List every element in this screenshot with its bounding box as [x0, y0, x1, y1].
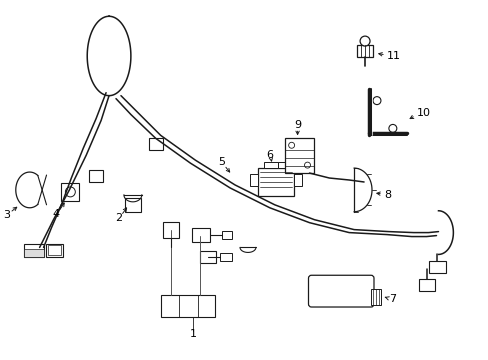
Circle shape — [359, 36, 369, 46]
Text: 3: 3 — [3, 210, 10, 220]
Text: 7: 7 — [388, 294, 395, 304]
Bar — [284, 138, 314, 173]
Bar — [47, 246, 61, 255]
Text: 2: 2 — [115, 213, 122, 223]
Circle shape — [288, 142, 294, 148]
Bar — [293, 174, 301, 186]
Bar — [220, 253, 232, 261]
Bar — [427, 261, 446, 273]
Bar — [61, 183, 79, 201]
Bar — [124, 198, 141, 212]
Bar — [148, 138, 163, 150]
Circle shape — [372, 96, 380, 105]
Bar — [45, 243, 63, 257]
Bar — [24, 249, 43, 257]
Circle shape — [304, 162, 310, 168]
Text: 9: 9 — [293, 121, 301, 130]
Bar — [200, 251, 216, 264]
Text: 5: 5 — [218, 157, 225, 167]
Bar — [163, 222, 178, 238]
Bar — [24, 243, 43, 257]
Text: 6: 6 — [266, 150, 273, 160]
Bar — [89, 170, 103, 182]
Bar — [418, 279, 434, 291]
Bar — [277, 162, 287, 168]
Bar — [222, 231, 232, 239]
Bar — [161, 295, 215, 317]
Bar — [192, 228, 210, 242]
Bar — [257, 168, 293, 196]
Text: 4: 4 — [53, 209, 60, 219]
Bar — [249, 174, 257, 186]
Circle shape — [65, 187, 75, 197]
Text: 1: 1 — [189, 329, 197, 339]
Text: 8: 8 — [383, 190, 390, 200]
Bar — [264, 162, 277, 168]
Bar — [356, 45, 372, 57]
FancyBboxPatch shape — [308, 275, 373, 307]
Bar — [370, 289, 380, 305]
Circle shape — [388, 125, 396, 132]
Text: 10: 10 — [416, 108, 430, 117]
Text: 11: 11 — [386, 51, 400, 61]
